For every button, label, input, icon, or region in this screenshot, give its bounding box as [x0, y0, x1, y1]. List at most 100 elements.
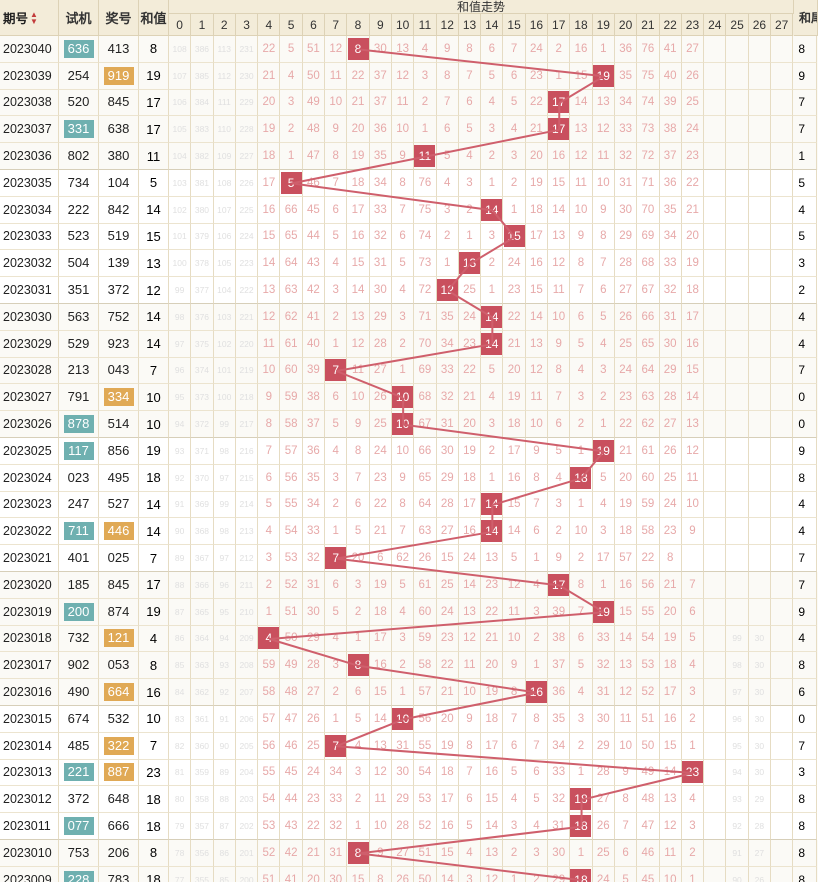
miss-count: 23: [373, 471, 387, 484]
sum-hit-value: 19: [592, 600, 614, 623]
miss-count: 14: [619, 632, 632, 645]
miss-count: 52: [262, 846, 276, 859]
miss-count-cell: 57: [614, 545, 638, 572]
miss-count-cell: [771, 330, 794, 358]
miss-count: 50: [418, 873, 432, 882]
prize-cell: 380: [99, 143, 139, 170]
miss-count: 2: [689, 846, 696, 859]
miss-count-cell: 54: [258, 786, 281, 814]
miss-count: 16: [507, 471, 521, 484]
miss-count: 21: [530, 123, 543, 136]
miss-count: 23: [507, 284, 521, 297]
trial-number: 753: [67, 844, 90, 860]
miss-count-cell: 2: [436, 223, 459, 251]
miss-count-cell: 59: [280, 384, 303, 412]
miss-count-cell: 19: [458, 438, 482, 465]
miss-count: 3: [332, 471, 339, 484]
miss-count: 53: [262, 820, 276, 833]
miss-count-cell: 18: [481, 706, 504, 733]
miss-count: 7: [466, 69, 473, 82]
miss-count-cell: 16: [681, 330, 705, 358]
miss-count-cell: [704, 357, 727, 385]
miss-count-cell: 5: [347, 706, 370, 733]
sum-cell: 23: [139, 759, 169, 787]
miss-count: 16: [552, 150, 566, 163]
miss-count: 84: [174, 687, 185, 698]
miss-count: 98: [219, 445, 229, 456]
miss-count-cell: 65: [280, 223, 303, 251]
miss-count-cell: [726, 196, 749, 224]
miss-count: 22: [530, 96, 543, 109]
tail-cell: 7: [793, 116, 818, 144]
miss-count: 36: [663, 176, 677, 189]
miss-count-cell: [748, 464, 772, 492]
miss-count-cell: 3: [391, 625, 415, 653]
miss-count: 62: [284, 310, 298, 323]
miss-count: 101: [217, 365, 232, 376]
miss-count-cell: 209: [235, 625, 259, 653]
miss-count-cell: 76: [637, 36, 660, 63]
period-cell: 2023018: [0, 625, 59, 653]
tail-cell: 4: [793, 196, 818, 224]
sort-icon[interactable]: ▲ ▼: [30, 9, 38, 26]
trial-number: 222: [67, 201, 90, 217]
miss-count: 386: [194, 43, 210, 54]
tail-header-label: 和尾: [799, 11, 817, 25]
table-row: 2023024 023 495 18 92 370 97 215 6 56 35 3 7 23 9 65 29 1…: [0, 464, 818, 492]
miss-count-cell: 79: [169, 813, 192, 840]
miss-count-cell: 10: [258, 357, 281, 385]
miss-count: 25: [373, 418, 387, 431]
sum-cell: 10: [139, 384, 169, 412]
miss-count-cell: 33: [659, 250, 682, 278]
miss-count-cell: 82: [169, 732, 192, 760]
miss-count: 7: [265, 444, 273, 457]
miss-count: 17: [351, 203, 365, 216]
miss-count-cell: 17: [525, 223, 549, 251]
miss-count: 3: [600, 364, 607, 377]
miss-count-cell: 84: [169, 679, 192, 706]
trial-cell: 711: [59, 518, 99, 546]
miss-count: 29: [373, 310, 387, 323]
sum-hit-value: 15: [503, 225, 525, 248]
miss-count-cell: 8: [347, 438, 370, 465]
miss-count-cell: [771, 116, 794, 144]
miss-count-cell: 31: [548, 813, 571, 840]
miss-count: 34: [373, 176, 387, 189]
miss-count-cell: 95: [213, 598, 236, 626]
miss-count: 3: [421, 69, 429, 82]
miss-count-cell: 1: [347, 625, 370, 653]
miss-count: 10: [463, 686, 476, 699]
miss-count: 11: [664, 846, 677, 859]
trend-header-label: 和值走势: [456, 0, 505, 14]
miss-count-cell: 39: [548, 598, 571, 626]
miss-count-cell: 28: [592, 759, 615, 787]
miss-count: 48: [641, 793, 655, 806]
column-header-period[interactable]: 期号 ▲ ▼: [0, 0, 59, 36]
miss-count: 5: [354, 525, 362, 538]
miss-count-cell: 30: [391, 759, 415, 787]
miss-count: 67: [418, 418, 432, 431]
miss-count-cell: 204: [235, 759, 259, 787]
table-row: 2023028 213 043 7 96 374 101 219 10 60 39 7 11 27 1 69 3…: [0, 357, 818, 385]
miss-count: 8: [577, 257, 585, 270]
miss-count-cell: 6: [458, 89, 482, 117]
miss-count-cell: 53: [280, 545, 303, 572]
miss-count-cell: [748, 598, 772, 626]
miss-count-cell: 27: [681, 36, 705, 63]
miss-count: 13: [485, 552, 499, 565]
miss-count-cell: 6: [481, 36, 504, 63]
miss-count-cell: 7: [258, 438, 281, 465]
sum-cell: 18: [139, 813, 169, 840]
miss-count-cell: 6: [347, 491, 370, 519]
miss-count: 23: [530, 69, 543, 82]
miss-count: 3: [332, 659, 339, 672]
prize-cell: 206: [99, 840, 139, 867]
miss-count-cell: 5: [481, 357, 504, 385]
miss-count: 34: [552, 739, 566, 752]
miss-count: 1: [444, 257, 451, 270]
miss-count: 210: [239, 606, 254, 617]
prize-cell: 322: [99, 732, 139, 760]
sum-cell: 19: [139, 62, 169, 90]
prize-cell: 532: [99, 706, 139, 733]
miss-count-cell: [771, 866, 794, 882]
